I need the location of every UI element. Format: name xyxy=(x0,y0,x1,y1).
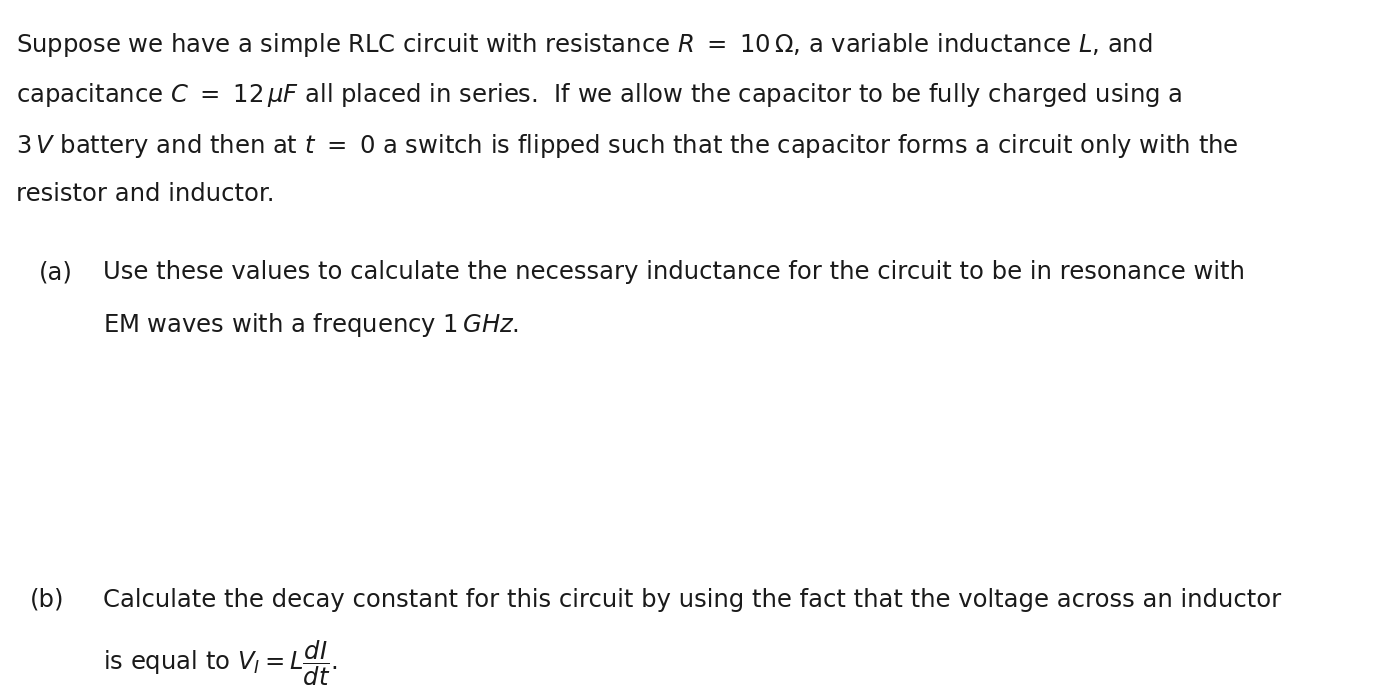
Text: Calculate the decay constant for this circuit by using the fact that the voltage: Calculate the decay constant for this ci… xyxy=(103,588,1282,612)
Text: $3\,V$ battery and then at $t\ =\ 0$ a switch is flipped such that the capacitor: $3\,V$ battery and then at $t\ =\ 0$ a s… xyxy=(16,132,1239,160)
Text: (a): (a) xyxy=(38,260,73,284)
Text: resistor and inductor.: resistor and inductor. xyxy=(16,182,275,206)
Text: Suppose we have a simple RLC circuit with resistance $R\ =\ 10\,\Omega$, a varia: Suppose we have a simple RLC circuit wit… xyxy=(16,31,1153,59)
Text: capacitance $C\ =\ 12\,\mu F$ all placed in series.  If we allow the capacitor t: capacitance $C\ =\ 12\,\mu F$ all placed… xyxy=(16,81,1183,110)
Text: Use these values to calculate the necessary inductance for the circuit to be in : Use these values to calculate the necess… xyxy=(103,260,1245,284)
Text: EM waves with a frequency $1\,GHz$.: EM waves with a frequency $1\,GHz$. xyxy=(103,310,519,339)
Text: is equal to $V_I = L\dfrac{dI}{dt}$.: is equal to $V_I = L\dfrac{dI}{dt}$. xyxy=(103,638,338,688)
Text: (b): (b) xyxy=(30,588,65,612)
